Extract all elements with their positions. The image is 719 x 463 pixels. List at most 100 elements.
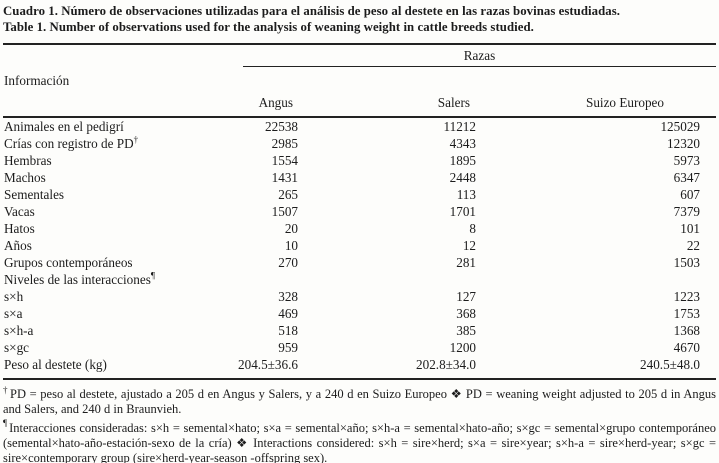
column-header-informacion: Información [3,44,171,119]
cell-value [479,271,716,288]
row-label: Niveles de las interacciones¶ [3,271,171,288]
column-header-salers: Salers [301,67,479,119]
footnote-marker-dagger: † [133,134,139,145]
table-row: Hatos 20 8 101 [3,220,716,237]
cell-value: 20 [284,221,298,237]
row-label-text: s×h [4,289,24,305]
group-header-razas: Razas [171,44,716,68]
cell-value: 1507 [271,204,298,220]
row-label-text: Animales en el pedigrí [4,119,124,135]
row-label-text: s×h-a [4,323,34,339]
cell-value: 125029 [660,119,700,135]
table-row: s×h 328 127 1223 [3,288,716,305]
footnote-marker-dagger: † [3,385,8,396]
cell-value: 368 [456,306,476,322]
cell-value: 127 [456,289,476,305]
cell-value: 202.8±34.0 [301,356,479,381]
row-label: Machos [3,169,171,186]
table-row: Animales en el pedigrí 22538 11212 12502… [3,117,716,135]
cell-value: 518 [278,323,298,339]
cell-value: 1431 [271,170,298,186]
row-label: s×gc [3,339,171,356]
row-label: Años [3,237,171,254]
cell-value: 10 [284,238,298,254]
table-row: Peso al destete (kg) 204.5±36.6 202.8±34… [3,356,716,381]
cell-value: 1701 [449,204,476,220]
cell-value: 607 [680,187,700,203]
cell-value: 4670 [673,340,700,356]
table-body: Animales en el pedigrí 22538 11212 12502… [3,117,716,381]
row-label-text: Años [4,238,32,254]
cell-value: 1200 [449,340,476,356]
cell-value [301,271,479,288]
table-title-english: Table 1. Number of observations used for… [3,19,534,34]
cell-value: 12 [462,238,476,254]
table-header: Información Razas Angus Salers Suizo Eur… [3,44,716,119]
table-row: s×a 469 368 1753 [3,305,716,322]
cell-value: 1503 [673,255,700,271]
row-label-text: Grupos contemporáneos [4,255,133,271]
cell-value: 469 [278,306,298,322]
row-label: Grupos contemporáneos [3,254,171,271]
table-title-spanish: Cuadro 1. Número de observaciones utiliz… [3,4,620,18]
cell-value: 240.5±48.0 [479,356,716,381]
observations-table: Información Razas Angus Salers Suizo Eur… [3,43,716,381]
cell-value: 2985 [271,136,298,152]
cell-value: 1895 [449,153,476,169]
footnote-marker-pilcrow: ¶ [150,270,155,281]
column-header-angus: Angus [171,67,301,119]
cell-value: 5973 [673,153,700,169]
table-row: s×h-a 518 385 1368 [3,322,716,339]
row-label: Animales en el pedigrí [3,117,171,135]
cell-value: 8 [469,221,476,237]
cell-value: 1753 [673,306,700,322]
cell-value: 2448 [449,170,476,186]
cell-value: 270 [278,255,298,271]
row-label: s×h-a [3,322,171,339]
table-row: Sementales 265 113 607 [3,186,716,203]
column-header-suizo-europeo: Suizo Europeo [479,67,716,119]
cell-value: 6347 [673,170,700,186]
cell-value: 265 [278,187,298,203]
row-label-text: Niveles de las interacciones [4,272,151,288]
row-label-text: Hembras [4,153,52,169]
row-label: Sementales [3,186,171,203]
table-row: Crías con registro de PD† 2985 4343 1232… [3,135,716,152]
row-label-text: Vacas [4,204,35,220]
row-label: s×h [3,288,171,305]
row-label-text: Sementales [4,187,65,203]
group-header-row: Información Razas [3,44,716,119]
row-label-text: s×a [4,306,23,322]
cell-value: 12320 [667,136,700,152]
footnote-pd: † PD = peso al destete, ajustado a 205 d … [3,385,716,417]
cell-value: 328 [278,289,298,305]
table-row: Niveles de las interacciones¶ [3,271,716,288]
cell-value: 4343 [449,136,476,152]
row-label: Crías con registro de PD† [3,135,171,152]
cell-value: 101 [680,221,700,237]
footnotes-section: † PD = peso al destete, ajustado a 205 d … [3,385,716,463]
row-label-text: Hatos [4,221,35,237]
cell-value: 113 [456,187,476,203]
table-row: Grupos contemporáneos 270 281 1503 [3,254,716,271]
cell-value: 1368 [673,323,700,339]
footnote-text: Interacciones consideradas: s×h = sement… [3,420,716,463]
cell-value: 204.5±36.6 [171,356,301,381]
cell-value: 281 [456,255,476,271]
cell-value: 11212 [443,119,476,135]
row-label: s×a [3,305,171,322]
group-header-razas-label: Razas [243,45,716,68]
cell-value: 1223 [673,289,700,305]
cell-value: 385 [456,323,476,339]
row-label-text: Peso al destete (kg) [4,357,107,373]
row-label-text: Machos [4,170,46,186]
footnote-marker-pilcrow: ¶ [3,418,8,429]
row-label-text: Crías con registro de PD [4,136,134,152]
cell-value: 959 [278,340,298,356]
table-row: Años 10 12 22 [3,237,716,254]
row-label: Vacas [3,203,171,220]
cell-value: 7379 [673,204,700,220]
cell-value: 22538 [265,119,298,135]
footnote-interactions: ¶ Interacciones consideradas: s×h = semen… [3,418,716,463]
